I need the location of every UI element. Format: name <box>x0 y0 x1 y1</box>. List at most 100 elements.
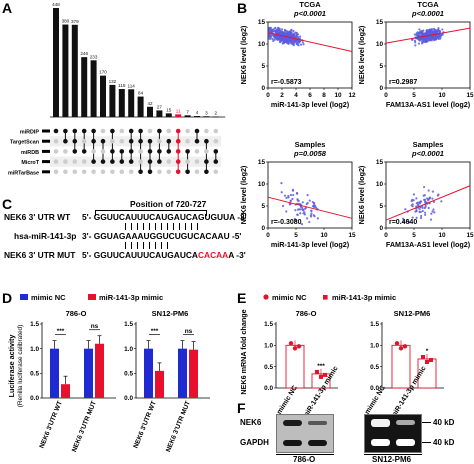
scatter-point <box>440 200 443 203</box>
scatter-point <box>294 31 297 34</box>
scatter-point <box>285 39 288 42</box>
scatter-point <box>306 201 309 205</box>
scatter-point <box>423 198 426 201</box>
y-axis-label: NEK6 level (log2) <box>239 25 248 84</box>
scatter-title: Samples <box>413 140 444 149</box>
x-axis-label: FAM13A-AS1 level (log2) <box>386 100 471 109</box>
scatter-point <box>302 208 305 211</box>
mw-tick <box>422 422 431 423</box>
x-axis-label: miR-141-3p level (log2) <box>271 100 350 109</box>
scatter-point <box>411 203 414 206</box>
scatter-point <box>436 37 439 40</box>
scatter-point <box>294 219 298 222</box>
data-point <box>288 341 294 346</box>
x-tick-label: 8 <box>322 92 326 99</box>
scatter-point <box>283 28 287 32</box>
scatter-point <box>282 31 285 34</box>
scatter-point <box>420 214 423 218</box>
y-tick-label: 0 <box>379 225 383 232</box>
upset-dot <box>194 169 200 175</box>
scatter-point <box>430 212 433 215</box>
mw-tick <box>422 442 431 443</box>
upset-dot <box>147 149 153 154</box>
upset-bar <box>147 106 153 117</box>
upset-set-size-bar <box>42 139 50 143</box>
upset-bar <box>137 96 144 117</box>
scatter-point <box>431 210 434 213</box>
upset-dot <box>91 169 96 175</box>
x-tick-label: 15 <box>348 232 356 239</box>
scatter-point <box>437 193 440 196</box>
x-tick-label: 10 <box>438 232 446 239</box>
scatter-point <box>433 29 436 32</box>
bar <box>391 344 411 389</box>
scatter-point <box>417 32 420 35</box>
x-tick-label: 5 <box>412 232 416 239</box>
upset-set-size-bar <box>42 160 50 164</box>
scatter-point <box>423 211 427 214</box>
upset-bar <box>184 115 191 117</box>
y-axis-label: NEK6 level (log2) <box>239 165 248 224</box>
upset-bar-label: 84 <box>138 91 144 96</box>
scatter-point <box>289 193 293 197</box>
upset-set-size-bar <box>42 129 50 133</box>
scatter-point <box>287 194 290 198</box>
upset-dot <box>53 149 59 154</box>
x-tick-label: 5 <box>412 92 416 99</box>
scatter-point <box>296 208 300 211</box>
scatter-point <box>271 37 274 41</box>
scatter-point <box>428 196 432 199</box>
upset-bar <box>128 89 135 117</box>
legend-swatch-blue <box>20 294 28 300</box>
scatter-point <box>417 42 420 45</box>
upset-dot <box>81 159 87 164</box>
scatter-point <box>432 208 435 211</box>
x-axis-label: miR-141-3p level (log2) <box>271 240 350 249</box>
x-tick-label: 0 <box>384 92 388 99</box>
y-tick-label: 1.5 <box>264 321 273 328</box>
blot-row-nek6: NEK6 <box>240 418 262 427</box>
legend-label: miR-141-3p mimic <box>99 293 163 302</box>
x-tick-label: 0 <box>266 232 270 239</box>
x-axis-label: FAM13A-AS1 level (log2) <box>386 240 471 249</box>
data-point <box>319 374 323 379</box>
scatter-point <box>415 32 418 35</box>
scatter-point <box>439 35 442 39</box>
upset-bar <box>71 24 78 117</box>
data-point <box>398 346 404 351</box>
upset-bar-label: 246 <box>80 51 88 56</box>
upset-dot <box>157 138 162 144</box>
y-tick-label: 5 <box>261 203 265 210</box>
upset-dot <box>194 128 200 134</box>
x-tick-label: 10 <box>334 92 342 99</box>
x-tick-label: 2 <box>280 92 284 99</box>
x-tick-label: 12 <box>348 92 356 99</box>
band <box>371 439 390 446</box>
scatter-point <box>427 38 430 42</box>
western-blot-panel: mimic NC miR-141-3p mimic mimic NC miR-1… <box>236 365 474 464</box>
scatter-point <box>268 34 271 37</box>
mw-marker: 40 kD <box>433 418 455 427</box>
bar <box>155 370 164 398</box>
mut-seq-after: A -3' <box>228 250 246 260</box>
sig-label: * <box>426 348 429 355</box>
scatter-r-value: r=0.2987 <box>389 79 417 86</box>
wt-sequence: 5'- GGUUCAUUUCAUGAUCAGUGUUA -3' <box>82 212 247 222</box>
upset-dot <box>72 169 78 175</box>
band <box>283 420 302 426</box>
scatter-point <box>425 31 428 34</box>
scatter-point <box>299 43 303 46</box>
scatter-pvalue: p<0.0001 <box>411 9 444 18</box>
scatter-point <box>281 204 285 208</box>
x-tick-label: NEK6 3'UTR WT <box>133 400 158 449</box>
y-axis-label: NEK6 level (log2) <box>357 165 366 224</box>
scatter-point <box>414 41 417 44</box>
scatter-point <box>428 29 432 32</box>
y-tick-label: 5 <box>261 63 265 70</box>
y-tick-label: 10 <box>258 41 266 48</box>
binding-site-panel: Position of 720-727 NEK6 3' UTR WT 5'- G… <box>0 196 247 288</box>
upset-dot <box>157 159 162 164</box>
upset-bar <box>194 116 200 117</box>
upset-dot <box>63 138 68 144</box>
